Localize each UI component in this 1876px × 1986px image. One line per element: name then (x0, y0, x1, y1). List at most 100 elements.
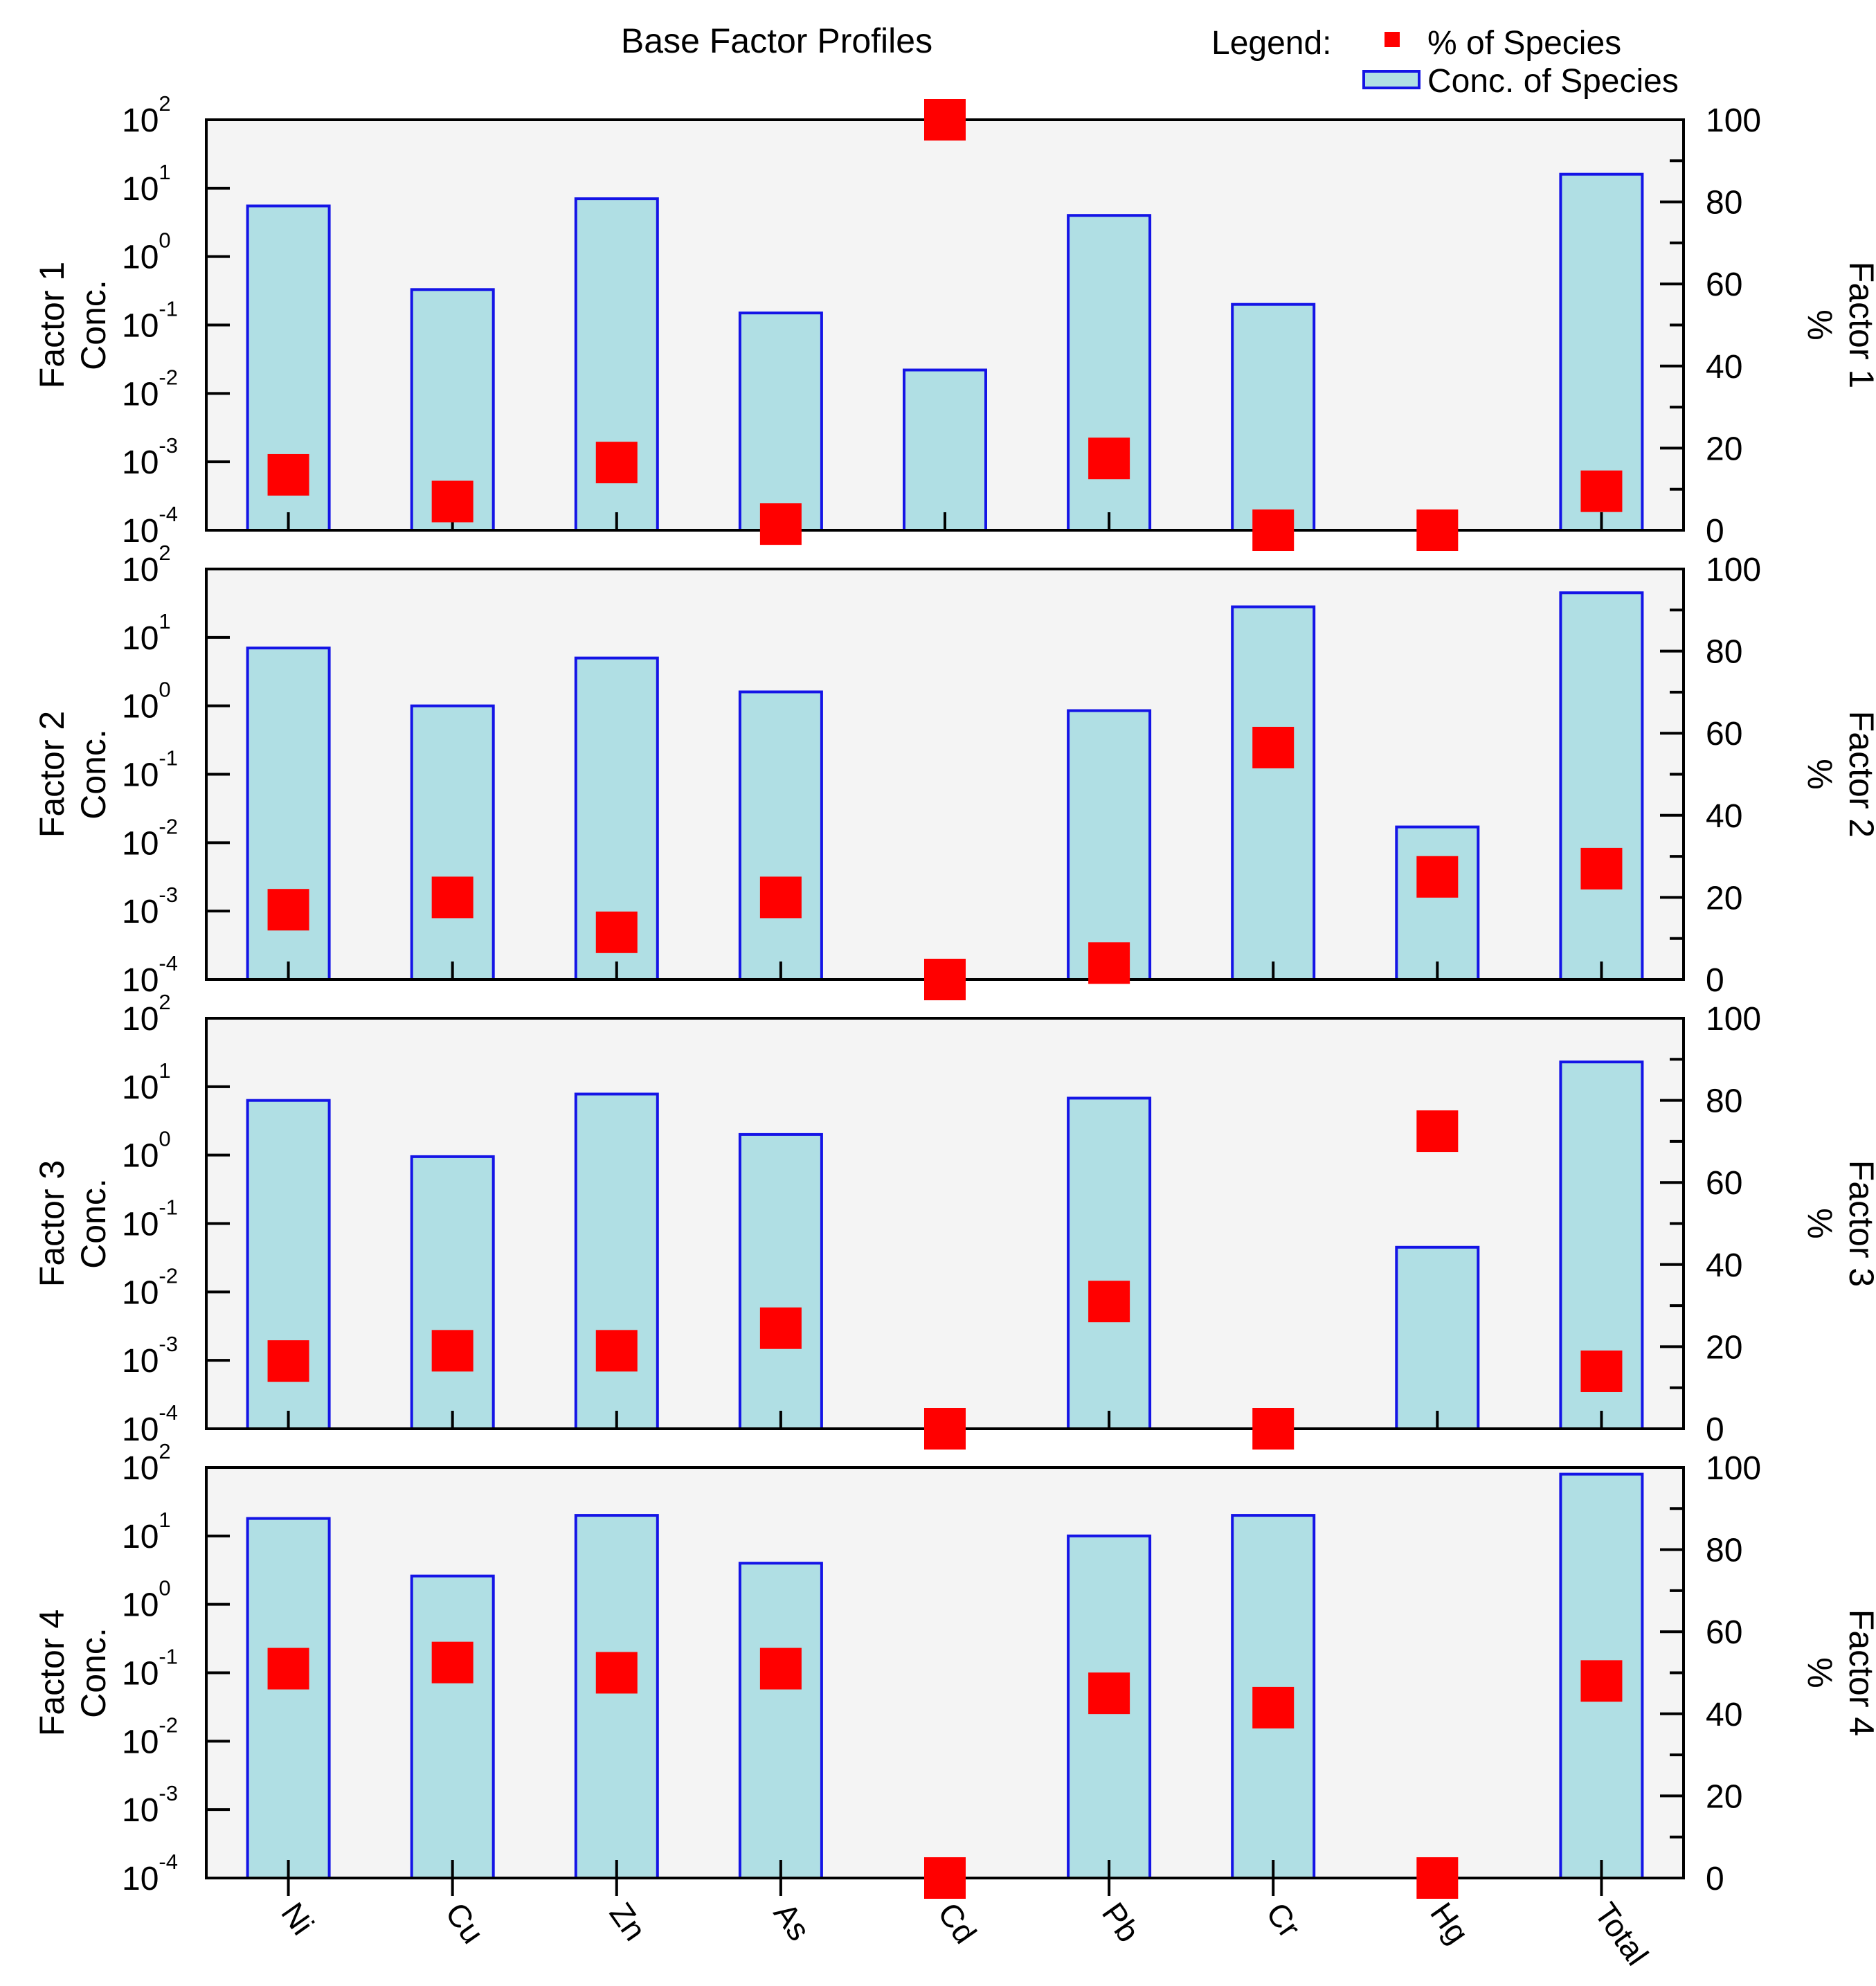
left-tick-exponent: -2 (159, 1713, 178, 1737)
left-tick-label: 10-2 (122, 1263, 178, 1311)
left-tick-exponent: 1 (159, 1058, 170, 1083)
factor-panel-3: 10-410-310-210-1100101102020406080100Fac… (33, 990, 1876, 1450)
left-tick-exponent: -2 (159, 365, 178, 389)
right-tick-label: 100 (1706, 1001, 1761, 1038)
percent-marker-pb (1088, 1281, 1130, 1323)
percent-marker-ni (267, 889, 309, 931)
right-tick-label: 40 (1706, 798, 1742, 835)
conc-bar-total (1559, 591, 1644, 981)
left-tick-label: 10-3 (122, 433, 178, 481)
right-tick-label: 40 (1706, 349, 1742, 386)
right-tick-label: 40 (1706, 1697, 1742, 1733)
left-tick-label: 10-3 (122, 1781, 178, 1829)
left-tick-exponent: 2 (159, 990, 170, 1014)
left-tick-label: 10-1 (122, 1645, 178, 1692)
left-tick-exponent: -4 (159, 1400, 178, 1425)
percent-marker-as (759, 1307, 802, 1349)
left-tick-exponent: 1 (159, 1508, 170, 1532)
conc-bars (246, 1060, 1644, 1431)
right-tick-label: 20 (1706, 431, 1742, 467)
left-tick-exponent: 0 (159, 228, 170, 253)
left-tick-label: 10-3 (122, 883, 178, 930)
conc-bar-pb (1067, 709, 1152, 981)
percent-markers (267, 1641, 1623, 1899)
conc-bar-cu (410, 1155, 495, 1431)
right-axis-label-line: Factor 4 (1842, 1609, 1876, 1736)
right-tick-label: 100 (1706, 1450, 1761, 1487)
conc-bar-cr (1231, 605, 1316, 981)
factor-panels: 10-410-310-210-1100101102020406080100Fac… (33, 91, 1876, 1899)
left-tick-exponent: -4 (159, 502, 178, 526)
conc-bar-as (738, 1562, 823, 1879)
left-tick-exponent: -2 (159, 1263, 178, 1288)
right-tick-label: 80 (1706, 185, 1742, 222)
left-tick-exponent: -3 (159, 1781, 178, 1805)
right-tick-label: 0 (1706, 513, 1724, 550)
percent-marker-cd (924, 99, 966, 141)
right-axis-label-line: Factor 1 (1842, 262, 1876, 388)
percent-marker-as (759, 1648, 802, 1690)
category-label-pb: Pb (1095, 1896, 1147, 1949)
left-tick-label: 10-1 (122, 297, 178, 345)
percent-marker-as (759, 876, 802, 919)
percent-marker-cr (1252, 726, 1295, 768)
right-tick-label: 20 (1706, 1329, 1742, 1366)
left-tick-label: 100 (122, 678, 171, 725)
left-tick-label: 100 (122, 1576, 171, 1624)
percent-marker-zn (595, 911, 638, 953)
left-tick-label: 10-3 (122, 1332, 178, 1380)
left-tick-label: 100 (122, 1127, 171, 1175)
left-tick-exponent: 2 (159, 91, 170, 116)
left-tick-exponent: 2 (159, 1439, 170, 1463)
percent-marker-total (1580, 1350, 1623, 1392)
percent-marker-hg (1416, 856, 1459, 898)
conc-bar-cu (410, 704, 495, 981)
left-tick-label: 10-1 (122, 746, 178, 794)
conc-bar-zn (574, 1092, 659, 1430)
percent-marker-hg (1416, 1857, 1459, 1899)
percent-marker-total (1580, 847, 1623, 890)
factor-panel-1: 10-410-310-210-1100101102020406080100Fac… (33, 91, 1876, 551)
percent-marker-cu (431, 1641, 473, 1683)
left-tick-label: 101 (122, 1058, 171, 1106)
right-tick-label: 80 (1706, 1083, 1742, 1120)
percent-marker-zn (595, 1652, 638, 1694)
right-axis-ticks: 0 20 40 60 80 100 (1660, 1450, 1761, 1897)
right-tick-label: 60 (1706, 1614, 1742, 1651)
conc-bar-hg (1395, 825, 1480, 981)
percent-markers (267, 99, 1623, 551)
legend-percent-label: % of Species (1427, 25, 1621, 62)
legend-heading: Legend: (1211, 25, 1332, 62)
percent-marker-cu (431, 876, 473, 919)
left-axis-label: Factor 2Conc. (33, 711, 113, 838)
left-axis-label-line: Factor 1 (33, 262, 71, 388)
conc-bar-cd (903, 368, 987, 532)
percent-marker-zn (595, 1330, 638, 1372)
right-axis-label-line: % (1801, 1657, 1839, 1688)
left-tick-exponent: 1 (159, 160, 170, 184)
right-axis-ticks: 0 20 40 60 80 100 (1660, 1001, 1761, 1448)
right-tick-label: 100 (1706, 552, 1761, 588)
left-tick-exponent: -1 (159, 746, 178, 770)
percent-marker-cu (431, 1330, 473, 1372)
conc-bars (246, 1472, 1644, 1880)
conc-bar-cu (410, 1574, 495, 1879)
right-tick-label: 80 (1706, 634, 1742, 671)
legend: Legend: % of Species Conc. of Species (1211, 25, 1679, 100)
left-tick-label: 101 (122, 160, 171, 208)
percent-marker-ni (267, 1648, 309, 1690)
left-tick-exponent: 2 (159, 541, 170, 565)
percent-marker-cr (1252, 509, 1295, 551)
percent-marker-hg (1416, 509, 1459, 551)
left-tick-exponent: -3 (159, 433, 178, 458)
left-tick-exponent: -3 (159, 883, 178, 907)
category-label-total: Total (1587, 1896, 1655, 1971)
chart-title: Base Factor Profiles (621, 21, 932, 60)
legend-percent-marker (1385, 32, 1400, 47)
conc-bar-pb (1067, 1096, 1152, 1431)
left-tick-exponent: 0 (159, 678, 170, 702)
right-tick-label: 100 (1706, 102, 1761, 139)
left-tick-label: 101 (122, 1508, 171, 1555)
right-tick-label: 80 (1706, 1533, 1742, 1569)
